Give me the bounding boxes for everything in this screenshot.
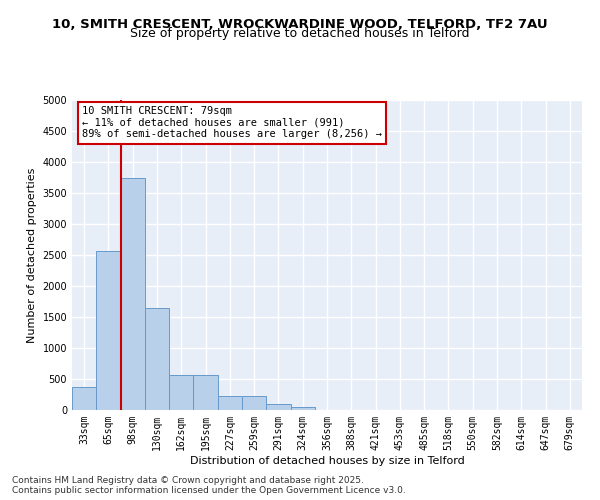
Bar: [121, 178, 145, 410]
Bar: [145, 308, 169, 410]
Bar: [242, 396, 266, 410]
Bar: [290, 406, 315, 410]
Bar: [218, 396, 242, 410]
Bar: [72, 387, 96, 410]
Text: 10 SMITH CRESCENT: 79sqm
← 11% of detached houses are smaller (991)
89% of semi-: 10 SMITH CRESCENT: 79sqm ← 11% of detach…: [82, 106, 382, 140]
Bar: [266, 404, 290, 410]
Bar: [169, 376, 193, 410]
Text: Contains HM Land Registry data © Crown copyright and database right 2025.
Contai: Contains HM Land Registry data © Crown c…: [12, 476, 406, 495]
Y-axis label: Number of detached properties: Number of detached properties: [27, 168, 37, 342]
Text: Size of property relative to detached houses in Telford: Size of property relative to detached ho…: [130, 28, 470, 40]
Bar: [96, 252, 121, 410]
X-axis label: Distribution of detached houses by size in Telford: Distribution of detached houses by size …: [190, 456, 464, 466]
Bar: [193, 376, 218, 410]
Text: 10, SMITH CRESCENT, WROCKWARDINE WOOD, TELFORD, TF2 7AU: 10, SMITH CRESCENT, WROCKWARDINE WOOD, T…: [52, 18, 548, 30]
